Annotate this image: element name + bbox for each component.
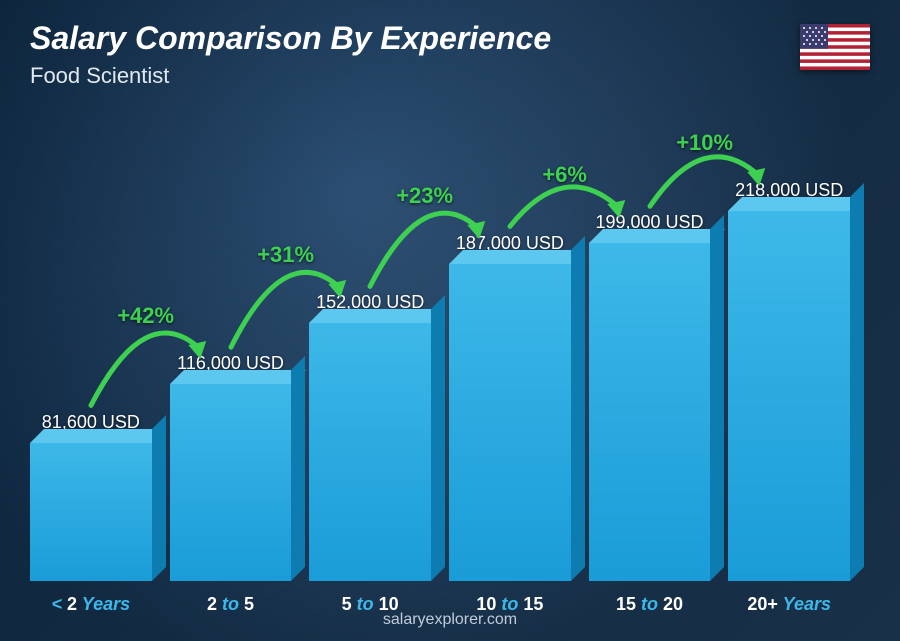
- bar-shape: [449, 264, 571, 581]
- bar-category-label: 2 to 5: [207, 594, 254, 615]
- bar-3: 187,000 USD10 to 15: [449, 233, 571, 581]
- bar-5: 218,000 USD20+ Years: [728, 180, 850, 581]
- bar-4: 199,000 USD15 to 20: [589, 212, 711, 581]
- flag-icon: [800, 24, 870, 70]
- increase-label: +42%: [117, 303, 174, 328]
- increase-label: +10%: [676, 130, 733, 155]
- bar-category-label: 15 to 20: [616, 594, 683, 615]
- bar-shape: [170, 384, 292, 581]
- bar-1: 116,000 USD2 to 5: [170, 353, 292, 581]
- bar-2: 152,000 USD5 to 10: [309, 292, 431, 581]
- bar-category-label: 20+ Years: [747, 594, 831, 615]
- increase-label: +31%: [257, 242, 314, 267]
- title-block: Salary Comparison By Experience Food Sci…: [30, 20, 551, 89]
- increase-label: +23%: [396, 183, 453, 208]
- bar-shape: [728, 211, 850, 581]
- bar-0: 81,600 USD< 2 Years: [30, 412, 152, 581]
- bar-shape: [30, 443, 152, 581]
- bar-chart: 81,600 USD< 2 Years116,000 USD2 to 5152,…: [30, 101, 850, 581]
- increase-label: +6%: [542, 162, 587, 187]
- bar-shape: [309, 323, 431, 581]
- footer-credit: salaryexplorer.com: [383, 611, 517, 629]
- bar-category-label: < 2 Years: [52, 594, 131, 615]
- chart-subtitle: Food Scientist: [30, 63, 551, 89]
- chart-title: Salary Comparison By Experience: [30, 20, 551, 57]
- bar-shape: [589, 243, 711, 581]
